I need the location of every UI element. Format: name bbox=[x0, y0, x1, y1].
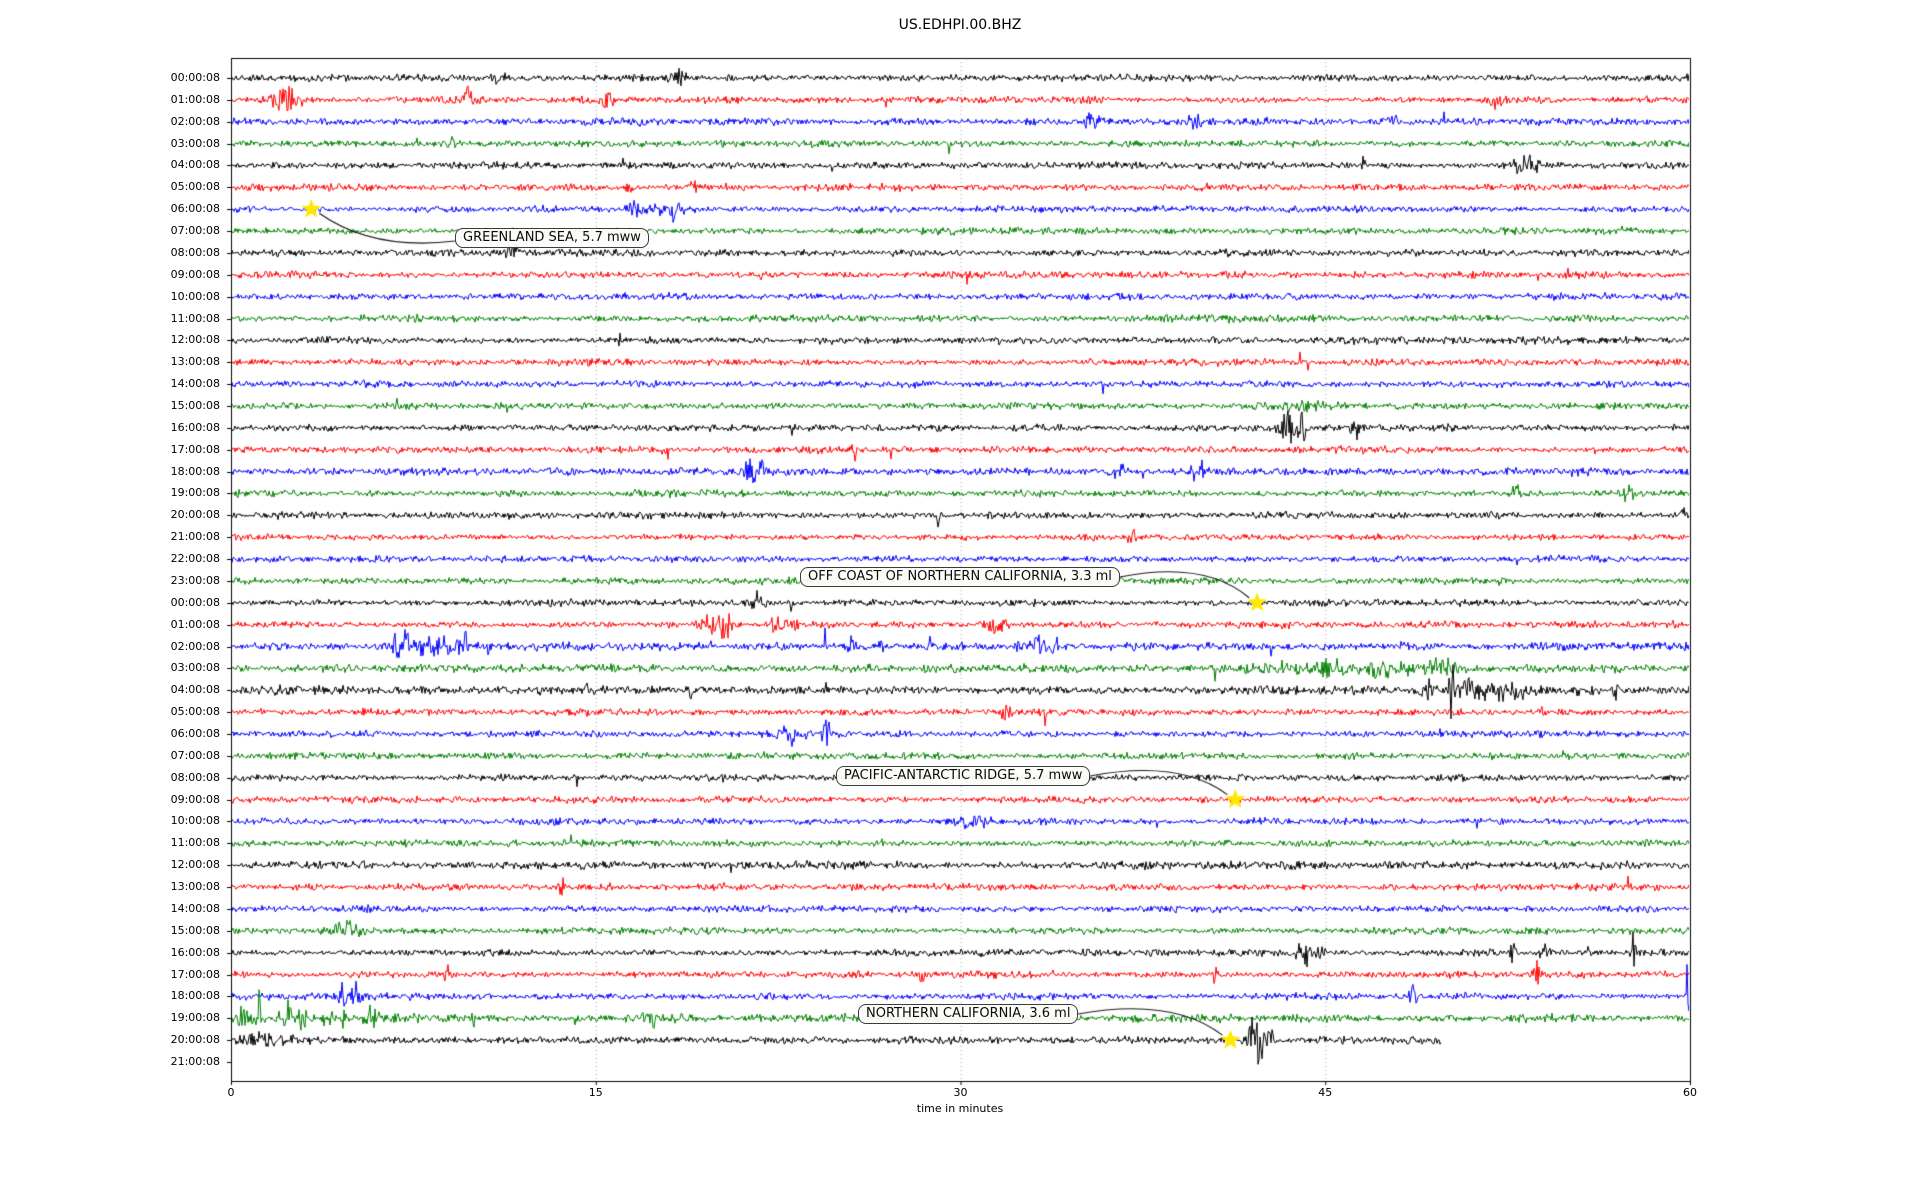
event-annotation: GREENLAND SEA, 5.7 mww bbox=[455, 228, 649, 248]
time-tick-label: 20:00:08 bbox=[170, 1033, 220, 1047]
time-tick-label: 15:00:08 bbox=[170, 399, 220, 412]
time-tick-label: 02:00:08 bbox=[170, 114, 220, 128]
time-tick-label: 10:00:08 bbox=[170, 289, 220, 303]
x-axis-title: time in minutes bbox=[916, 1102, 1004, 1115]
time-tick-label: 07:00:08 bbox=[170, 224, 220, 238]
time-tick-label: 01:00:08 bbox=[170, 92, 220, 106]
event-annotation: PACIFIC-ANTARCTIC RIDGE, 5.7 mww bbox=[836, 766, 1091, 786]
time-tick-label: 19:00:08 bbox=[170, 486, 220, 500]
time-tick-label: 06:00:08 bbox=[170, 727, 220, 740]
time-tick-label: 08:00:08 bbox=[170, 245, 220, 259]
time-tick-label: 04:00:08 bbox=[170, 158, 220, 172]
time-tick-label: 12:00:08 bbox=[170, 858, 220, 872]
time-tick-label: 17:00:08 bbox=[170, 442, 220, 456]
time-tick-label: 05:00:08 bbox=[170, 180, 220, 194]
event-annotation: NORTHERN CALIFORNIA, 3.6 ml bbox=[858, 1004, 1079, 1024]
figure-title: US.EDHPI.00.BHZ bbox=[898, 17, 1022, 33]
time-tick-label: 09:00:08 bbox=[170, 792, 220, 806]
time-tick-label: 21:00:08 bbox=[170, 530, 220, 544]
time-tick-label: 07:00:08 bbox=[170, 748, 220, 762]
time-tick-label: 16:00:08 bbox=[170, 420, 220, 434]
time-tick-label: 06:00:08 bbox=[170, 202, 220, 216]
time-tick-label: 00:00:08 bbox=[170, 595, 220, 609]
event-annotation: OFF COAST OF NORTHERN CALIFORNIA, 3.3 ml bbox=[800, 567, 1120, 587]
x-tick-label: 30 bbox=[953, 1086, 968, 1099]
time-tick-label: 04:00:08 bbox=[170, 683, 220, 697]
time-tick-label: 14:00:08 bbox=[170, 901, 220, 915]
time-tick-label: 03:00:08 bbox=[170, 136, 220, 150]
time-tick-label: 18:00:08 bbox=[170, 989, 220, 1003]
time-tick-label: 01:00:08 bbox=[170, 617, 220, 631]
x-tick-label: 15 bbox=[588, 1086, 603, 1099]
time-tick-label: 09:00:08 bbox=[170, 267, 220, 281]
time-tick-label: 13:00:08 bbox=[170, 880, 220, 894]
x-tick-label: 0 bbox=[227, 1086, 235, 1099]
time-tick-label: 20:00:08 bbox=[170, 508, 220, 522]
time-tick-label: 23:00:08 bbox=[170, 573, 220, 587]
time-tick-label: 19:00:08 bbox=[170, 1011, 220, 1025]
time-tick-label: 18:00:08 bbox=[170, 464, 220, 478]
time-tick-label: 05:00:08 bbox=[170, 705, 220, 719]
time-tick-label: 15:00:08 bbox=[170, 923, 220, 937]
time-tick-label: 10:00:08 bbox=[170, 814, 220, 828]
x-tick-label: 45 bbox=[1318, 1086, 1333, 1099]
time-tick-label: 12:00:08 bbox=[170, 333, 220, 347]
time-tick-label: 16:00:08 bbox=[170, 945, 220, 959]
time-tick-label: 22:00:08 bbox=[170, 552, 220, 566]
time-tick-label: 21:00:08 bbox=[170, 1055, 220, 1068]
time-tick-label: 00:00:08 bbox=[170, 71, 220, 84]
x-tick-label: 60 bbox=[1683, 1086, 1697, 1099]
time-tick-label: 13:00:08 bbox=[170, 355, 220, 369]
time-tick-label: 03:00:08 bbox=[170, 661, 220, 675]
time-tick-label: 11:00:08 bbox=[170, 836, 220, 850]
time-tick-label: 08:00:08 bbox=[170, 770, 220, 784]
time-tick-label: 02:00:08 bbox=[170, 639, 220, 653]
time-tick-label: 11:00:08 bbox=[170, 311, 220, 325]
time-tick-label: 17:00:08 bbox=[170, 967, 220, 981]
time-tick-label: 14:00:08 bbox=[170, 377, 220, 391]
